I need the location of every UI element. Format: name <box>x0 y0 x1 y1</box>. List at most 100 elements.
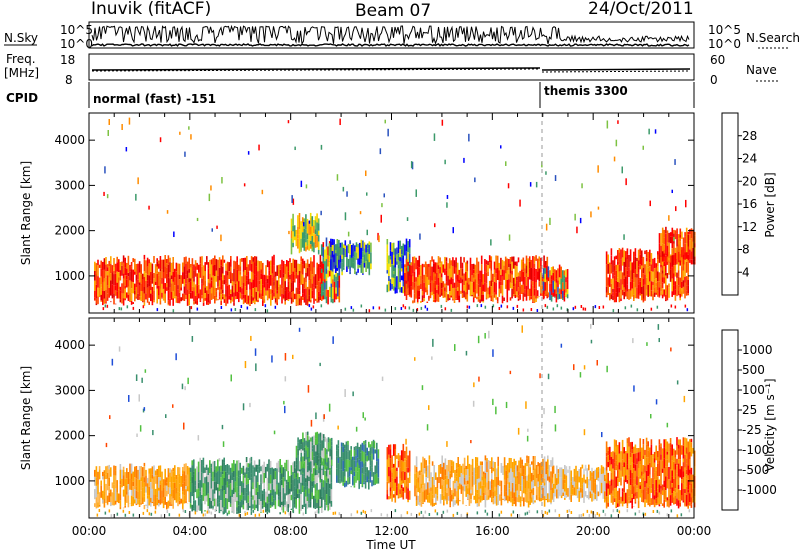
data-cell <box>503 467 506 480</box>
data-cell <box>685 243 688 253</box>
data-cell <box>665 233 667 246</box>
data-cell <box>324 261 326 268</box>
data-cell <box>501 285 504 296</box>
data-cell <box>178 500 181 505</box>
data-cell <box>528 261 531 269</box>
data-cell <box>273 498 275 506</box>
data-cell <box>186 466 189 475</box>
data-cell <box>132 486 134 497</box>
data-cell <box>103 281 106 291</box>
data-cell <box>148 495 150 506</box>
data-cell <box>199 470 201 480</box>
data-cell <box>609 274 611 287</box>
data-cell <box>550 279 553 284</box>
data-cell <box>416 276 419 286</box>
data-cell <box>220 465 222 472</box>
data-cell <box>166 283 168 288</box>
data-cell <box>153 476 155 483</box>
data-cell <box>415 495 418 501</box>
data-cell <box>142 301 144 303</box>
data-cell <box>645 470 648 484</box>
data-cell <box>645 261 648 266</box>
data-cell <box>637 500 640 509</box>
data-cell <box>254 298 256 303</box>
y-tick-label: 1000 <box>54 269 85 283</box>
data-cell <box>310 437 312 442</box>
data-cell <box>460 268 462 278</box>
data-cell <box>682 261 685 271</box>
data-cell <box>485 260 488 265</box>
data-cell <box>468 277 470 285</box>
data-cell <box>254 274 256 288</box>
data-cell <box>138 479 141 492</box>
data-cell <box>500 496 503 506</box>
data-cell <box>408 285 411 295</box>
data-cell <box>358 265 361 268</box>
data-cell <box>617 478 619 487</box>
data-cell <box>257 291 259 300</box>
data-cell <box>444 283 446 288</box>
data-cell <box>143 482 146 494</box>
data-cell <box>591 490 593 494</box>
data-cell <box>461 262 464 269</box>
data-cell <box>371 441 373 447</box>
data-cell <box>631 497 633 506</box>
data-cell <box>536 296 539 299</box>
data-cell <box>103 473 106 480</box>
data-point <box>554 405 556 414</box>
data-cell <box>100 284 102 288</box>
data-cell <box>310 270 312 279</box>
data-cell <box>363 248 366 255</box>
data-cell <box>436 284 438 290</box>
data-cell <box>336 475 338 483</box>
data-cell <box>487 294 489 299</box>
data-cell <box>350 470 352 475</box>
data-cell <box>158 465 160 478</box>
data-cell <box>213 465 216 470</box>
data-cell <box>209 300 211 304</box>
data-cell <box>544 261 547 266</box>
data-cell <box>369 482 372 483</box>
data-cell <box>322 281 325 292</box>
data-cell <box>475 457 477 464</box>
data-cell <box>644 449 646 456</box>
data-cell <box>194 266 197 277</box>
data-cell <box>448 291 451 295</box>
data-point <box>173 231 175 238</box>
data-cell <box>391 243 393 252</box>
data-cell <box>447 496 450 501</box>
data-cell <box>364 461 367 467</box>
data-cell <box>214 287 216 296</box>
data-cell <box>584 491 587 497</box>
colorbar-tick-label: 100 <box>742 383 765 397</box>
data-cell <box>185 500 187 504</box>
data-cell <box>674 476 677 489</box>
data-cell <box>466 260 469 264</box>
data-cell <box>441 493 443 500</box>
data-cell <box>612 272 614 279</box>
data-cell <box>172 261 174 272</box>
data-cell <box>333 281 336 286</box>
data-cell <box>284 504 286 508</box>
data-cell <box>146 483 149 488</box>
data-cell <box>583 474 585 483</box>
data-cell <box>552 307 555 311</box>
data-cell <box>652 285 654 291</box>
data-cell <box>491 479 493 485</box>
data-cell <box>548 492 551 500</box>
nave-label: Nave <box>746 63 777 77</box>
data-cell <box>537 466 539 474</box>
data-cell <box>278 274 280 280</box>
data-cell <box>324 464 327 470</box>
data-cell <box>172 298 174 306</box>
data-cell <box>464 292 467 300</box>
data-cell <box>300 474 302 483</box>
data-cell <box>328 243 331 256</box>
data-cell <box>444 287 446 292</box>
data-point <box>590 323 592 329</box>
data-cell <box>676 473 678 480</box>
data-cell <box>319 443 322 456</box>
data-cell <box>336 456 338 469</box>
data-cell <box>204 496 206 505</box>
data-cell <box>677 476 680 485</box>
